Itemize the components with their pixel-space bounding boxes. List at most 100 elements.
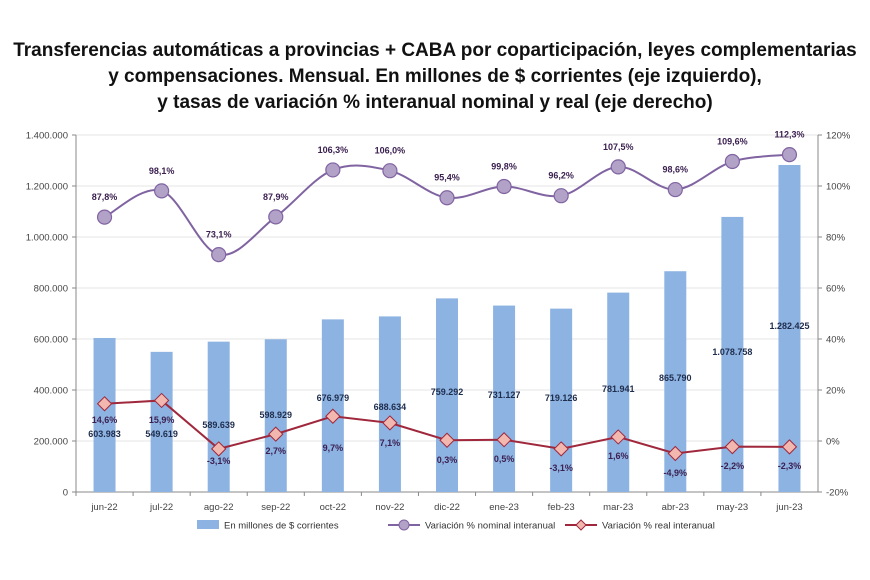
nominal-point [496,178,512,195]
real-data-label: 2,7% [266,446,287,456]
nominal-data-label: 107,5% [603,142,634,152]
left-tick-label: 400.000 [34,386,68,397]
nominal-point [154,183,170,199]
real-data-label: -2,3% [778,461,802,471]
nominal-point [439,190,455,206]
real-data-label: 0,3% [437,455,458,465]
real-point [496,432,512,448]
nominal-point [382,163,398,179]
real-data-label: -3,1% [207,456,231,466]
x-tick-label: ago-22 [204,502,234,513]
bar-data-label: 781.941 [602,384,635,394]
nominal-point [781,147,798,163]
real-data-label: 0,5% [494,454,515,464]
left-tick-label: 0 [63,488,68,499]
title-line-1: Transferencias automáticas a provincias … [13,40,857,61]
real-point [382,415,398,431]
nominal-point [96,209,113,225]
real-data-label: -4,9% [664,468,688,478]
right-tick-label: 40% [826,335,846,346]
bar-data-label: 1.282.425 [769,321,809,331]
real-point [96,396,113,412]
real-point [268,426,284,442]
real-point [610,429,626,445]
title-line-2: y compensaciones. Mensual. En millones d… [108,66,762,87]
left-tick-label: 1.200.000 [26,182,68,193]
bar [93,337,116,492]
nominal-data-label: 109,6% [717,137,748,147]
bar-data-label: 676.979 [317,393,350,403]
x-tick-label: nov-22 [375,502,404,513]
nominal-data-label: 87,8% [92,192,118,202]
real-data-label: 1,6% [608,451,629,461]
x-tick-label: abr-23 [662,502,689,513]
right-tick-label: 120% [826,131,851,142]
left-tick-label: 1.000.000 [26,233,68,244]
nominal-data-label: 112,3% [774,130,804,140]
legend-real-marker [575,519,587,531]
bar-data-label: 865.790 [659,373,692,383]
nominal-point [325,162,341,178]
real-point [667,445,684,462]
bar [493,305,516,492]
left-tick-label: 800.000 [34,284,68,295]
right-tick-label: 80% [826,233,846,244]
bar [150,351,173,492]
real-point [210,441,227,457]
nominal-point [667,181,683,198]
real-data-label: -3,1% [549,463,573,473]
x-tick-label: jul-22 [149,502,173,513]
nominal-data-label: 87,9% [263,192,289,202]
legend-nominal-marker [398,519,410,531]
real-point [153,392,170,409]
right-tick-label: 0% [826,437,840,448]
x-tick-label: jun-23 [775,502,802,513]
bar-data-label: 603.983 [88,429,121,439]
x-tick-label: mar-23 [603,502,633,513]
nominal-point [268,209,284,225]
real-point [325,408,341,424]
right-tick-label: 60% [826,284,846,295]
bar-data-label: 719.126 [545,393,578,403]
bar [550,308,573,492]
bar [264,339,287,492]
x-tick-label: feb-23 [548,502,575,513]
nominal-point [724,153,740,170]
bar-data-label: 589.639 [202,420,235,430]
legend-label-bars: En millones de $ corrientes [224,521,339,532]
legend-bar-swatch [197,520,219,529]
nominal-data-label: 98,6% [663,165,689,175]
bar [607,292,630,492]
real-data-label: 9,7% [323,443,344,453]
right-tick-label: 100% [826,182,851,193]
x-tick-label: dic-22 [434,502,460,513]
real-data-label: 7,1% [380,438,401,448]
bar [436,298,458,492]
bar-data-label: 688.634 [374,402,407,412]
nominal-point [610,159,626,175]
bar [378,316,401,492]
bar [207,341,230,492]
right-tick-label: 20% [826,386,846,397]
real-point [781,439,798,455]
left-tick-label: 600.000 [34,335,68,346]
x-tick-label: ene-23 [489,502,519,513]
chart-title: Transferencias automáticas a provincias … [0,38,870,116]
legend-label-nominal: Variación % nominal interanual [425,521,555,532]
nominal-point [553,188,569,204]
bar [321,319,344,492]
bar [721,216,744,492]
bar [778,164,801,492]
x-tick-label: may-23 [717,502,749,513]
title-line-3: y tasas de variación % interanual nomina… [157,92,713,113]
nominal-data-label: 98,1% [149,166,175,176]
nominal-data-label: 99,8% [491,162,517,172]
real-point [439,432,455,448]
right-tick-label: -20% [826,488,849,499]
nominal-data-label: 73,1% [206,230,232,240]
nominal-data-label: 96,2% [548,171,574,181]
bar-data-label: 549.619 [145,429,178,439]
bar [664,271,687,492]
bar-data-label: 759.292 [431,387,464,397]
